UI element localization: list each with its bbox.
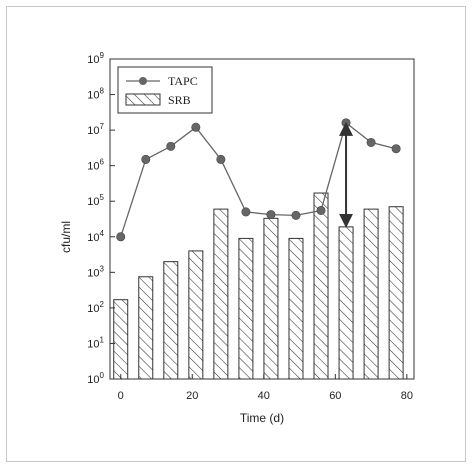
tapc-line	[120, 121, 397, 237]
plot-area-border	[109, 58, 415, 380]
y-tick-label: 102	[87, 300, 104, 315]
tapc-point	[166, 141, 176, 151]
tapc-point	[216, 154, 226, 164]
axes: 100 101 102 103 104 105 106 107 108 109 0 20 40 60 80 T…	[59, 51, 413, 425]
y-tick-label: 105	[87, 193, 104, 208]
tapc-point	[266, 210, 276, 220]
y-tick-label: 106	[87, 158, 104, 173]
legend-srb-label: SRB	[168, 93, 191, 107]
srb-bar	[313, 192, 329, 380]
legend: TAPC SRB	[117, 66, 213, 114]
tapc-point	[116, 232, 126, 242]
srb-bar	[188, 250, 204, 380]
tapc-point	[341, 118, 351, 128]
tapc-point	[391, 144, 401, 154]
tapc-point	[291, 210, 301, 220]
tapc-point	[366, 137, 376, 147]
figure-frame: 100 101 102 103 104 105 106 107 108 109 0 20 40 60 80 T…	[6, 6, 466, 462]
legend-tapc-label: TAPC	[168, 74, 198, 88]
x-tick-label: 40	[258, 390, 270, 402]
tapc-point	[141, 154, 151, 164]
chart: 100 101 102 103 104 105 106 107 108 109 0 20 40 60 80 T…	[59, 51, 415, 425]
srb-bar	[238, 237, 254, 380]
x-tick-label: 80	[401, 390, 413, 402]
srb-bar	[213, 208, 229, 380]
y-tick-label: 103	[87, 264, 104, 279]
srb-bar	[388, 206, 404, 380]
y-tick-label: 101	[87, 335, 104, 350]
srb-bar	[113, 299, 129, 380]
y-tick-label: 104	[87, 229, 104, 244]
y-tick-label: 108	[87, 87, 104, 102]
y-axis-title: cfu/ml	[59, 221, 73, 253]
y-tick-label: 109	[87, 51, 104, 66]
srb-bar	[363, 208, 379, 380]
y-tick-label: 100	[87, 371, 104, 386]
srb-bar	[338, 226, 354, 380]
srb-bar	[138, 276, 154, 380]
srb-bar	[263, 217, 279, 380]
tapc-point	[241, 207, 251, 217]
y-tick-label: 107	[87, 122, 104, 137]
x-axis-title: Time (d)	[240, 411, 284, 425]
x-tick-label: 0	[118, 390, 124, 402]
x-tick-label: 20	[186, 390, 198, 402]
legend-tapc-marker	[139, 77, 147, 85]
legend-box	[117, 66, 213, 114]
tapc-point	[191, 122, 201, 132]
tapc-series	[116, 118, 401, 242]
tapc-point	[316, 205, 326, 215]
srb-bar	[163, 261, 179, 380]
srb-bar	[288, 237, 304, 380]
x-tick-label: 60	[329, 390, 341, 402]
legend-srb-swatch	[125, 93, 161, 106]
srb-bars	[113, 192, 404, 380]
